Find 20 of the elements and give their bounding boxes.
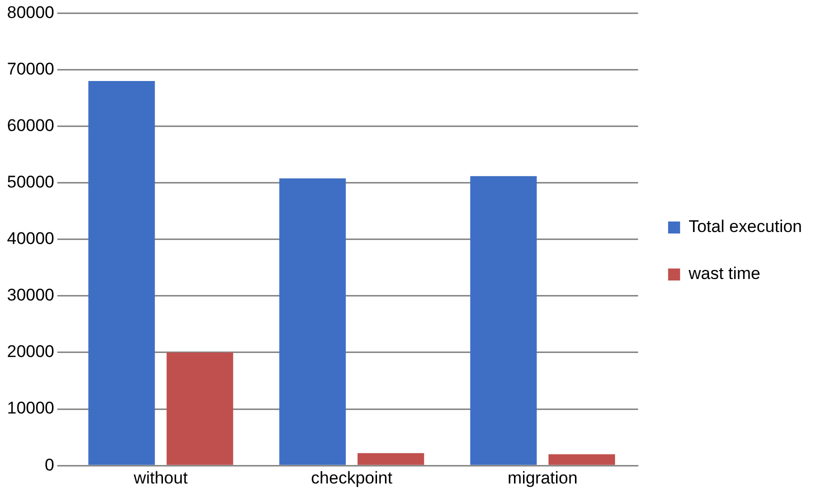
- y-tick-label: 20000: [6, 342, 54, 362]
- y-tick-label: 40000: [6, 229, 54, 248]
- y-tick-label: 70000: [6, 59, 54, 78]
- x-tick-label: checkpoint: [311, 468, 393, 488]
- bar: [358, 453, 424, 465]
- y-tick-label: 50000: [6, 172, 54, 192]
- x-tick-label: without: [132, 468, 188, 488]
- y-tick-label: 80000: [6, 2, 54, 22]
- y-tick-label: 30000: [6, 286, 54, 305]
- legend-label: Total execution: [688, 217, 802, 236]
- x-tick-label: migration: [508, 468, 578, 488]
- legend-label: wast time: [688, 264, 760, 284]
- y-tick-label: 60000: [6, 116, 54, 135]
- bar: [88, 81, 155, 465]
- y-tick-label: 0: [44, 455, 54, 474]
- bar: [279, 178, 346, 465]
- bar: [548, 454, 616, 465]
- y-tick-label: 10000: [6, 398, 54, 418]
- bar: [470, 176, 537, 465]
- bar: [166, 352, 234, 465]
